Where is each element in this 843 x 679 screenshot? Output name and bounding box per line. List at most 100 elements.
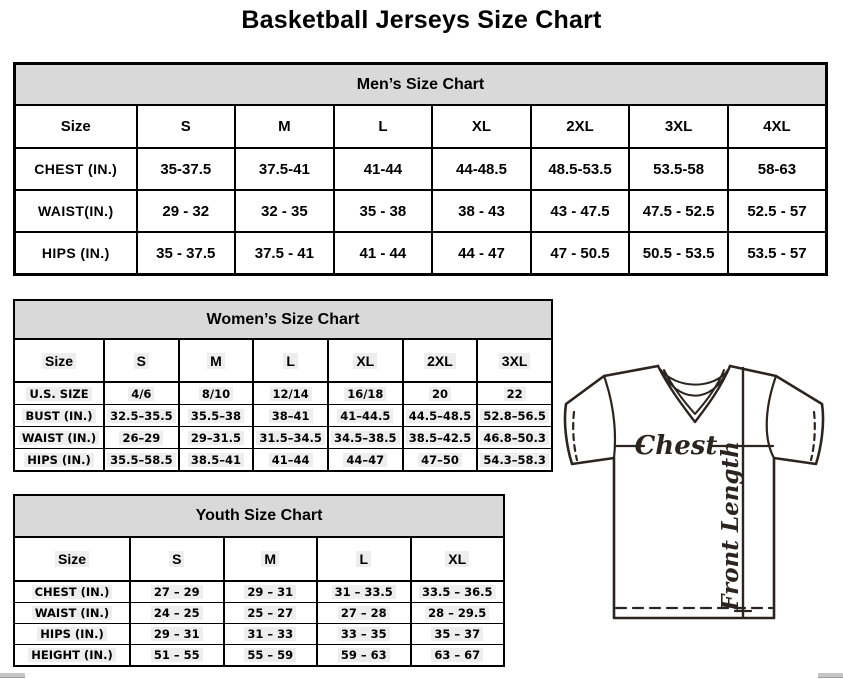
cell-text: 54.3–58.3	[480, 452, 549, 467]
table-cell: 34.5–38.5	[326, 426, 404, 449]
table-cell: 16/18	[326, 381, 404, 405]
cell-text: 31 – 33	[244, 627, 297, 641]
womens-chart-title: Women’s Size Chart	[13, 299, 553, 340]
womens-size-col-s: S	[103, 338, 180, 383]
cell-text: 22	[503, 386, 526, 401]
cell-text: 55 – 59	[244, 648, 297, 662]
right-cuff-dashed-line	[809, 410, 816, 462]
right-armhole-seam	[765, 374, 778, 460]
mens-chest-row: CHEST (IN.) 35-37.5 37.5-41 41-44 44-48.…	[13, 147, 828, 191]
womens-size-col-xl: XL	[326, 338, 404, 383]
mens-size-col-3xl: 3XL	[628, 104, 729, 149]
mens-size-col-s: S	[135, 104, 237, 149]
cell-text: 35 – 37	[431, 627, 484, 641]
table-cell: 31 – 33	[222, 623, 318, 645]
table-cell: 35 - 37.5	[135, 231, 237, 276]
mens-hips-row: HIPS (IN.) 35 - 37.5 37.5 - 41 41 - 44 4…	[13, 231, 828, 276]
hscroll-fragment-right[interactable]	[818, 673, 843, 678]
womens-us-size-row: U.S. SIZE 4/6 8/10 12/14 16/18 20 22	[13, 381, 553, 405]
page-title: Basketball Jerseys Size Chart	[241, 6, 602, 34]
cell-text: 32.5–35.5	[107, 408, 176, 423]
table-cell: 44 - 47	[431, 231, 532, 276]
table-cell: 37.5 - 41	[234, 231, 335, 276]
cell-text: 25 – 27	[244, 606, 297, 620]
cell-text: WAIST (IN.)	[18, 430, 100, 445]
cell-text: L	[283, 352, 298, 369]
table-cell: 38.5–42.5	[401, 426, 479, 449]
table-cell: 50.5 - 53.5	[628, 231, 729, 276]
cell-text: 47–50	[418, 452, 462, 467]
cell-text: 2XL	[424, 352, 456, 369]
table-cell: 53.5-58	[628, 147, 729, 191]
front-length-label: Front Length	[717, 441, 744, 612]
row-label: HEIGHT (IN.)	[13, 644, 131, 667]
table-cell: 52.8–56.5	[476, 404, 553, 427]
womens-size-col-l: L	[252, 338, 329, 383]
table-cell: 41–44.5	[326, 404, 404, 427]
cell-text: 35.5–38	[187, 408, 245, 423]
cell-text: 52.8–56.5	[480, 408, 549, 423]
table-cell: 59 – 63	[316, 644, 412, 667]
table-cell: 35 - 38	[332, 189, 434, 233]
cell-text: 8/10	[198, 386, 234, 401]
cell-text: 27 – 28	[337, 606, 390, 620]
womens-size-chart-table: Women’s Size Chart Size S M L XL 2XL 3XL…	[13, 299, 553, 472]
table-cell: 31.5–34.5	[252, 426, 329, 449]
table-cell: 29–31.5	[177, 426, 255, 449]
table-cell: 54.3–58.3	[476, 448, 553, 472]
table-cell: 47.5 - 52.5	[628, 189, 729, 233]
mens-size-chart-table: Men’s Size Chart Size S M L XL 2XL 3XL 4…	[13, 62, 828, 276]
cell-text: 34.5–38.5	[331, 430, 400, 445]
womens-hips-row: HIPS (IN.) 35.5–58.5 38.5–41 41–44 44–47…	[13, 448, 553, 472]
table-cell: 35-37.5	[135, 147, 237, 191]
row-label: CHEST (IN.)	[13, 580, 131, 603]
row-label: U.S. SIZE	[13, 381, 105, 405]
jersey-outline	[563, 364, 825, 620]
table-cell: 55 – 59	[222, 644, 318, 667]
cell-text: 33 – 35	[337, 627, 390, 641]
cell-text: 38–41	[268, 408, 313, 423]
mens-size-corner-label: Size	[13, 104, 138, 149]
youth-size-col-l: L	[316, 536, 412, 582]
mens-waist-row: WAIST(IN.) 29 - 32 32 - 35 35 - 38 38 - …	[13, 189, 828, 233]
table-cell: 22	[476, 381, 553, 405]
mens-size-col-xl: XL	[431, 104, 532, 149]
cell-text: XL	[445, 551, 470, 567]
mens-size-col-m: M	[234, 104, 335, 149]
cell-text: 35.5–58.5	[107, 452, 176, 467]
table-cell: 4/6	[103, 381, 180, 405]
collar-outer-v	[656, 364, 732, 424]
row-label: WAIST(IN.)	[13, 189, 138, 233]
left-cuff-dashed-line	[572, 410, 579, 462]
table-cell: 44-48.5	[431, 147, 532, 191]
cell-text: CHEST (IN.)	[31, 585, 113, 599]
row-label: HIPS (IN.)	[13, 231, 138, 276]
table-cell: 24 – 25	[129, 602, 225, 624]
hscroll-fragment-left[interactable]	[0, 673, 25, 678]
collar-back-arc-1	[658, 367, 730, 386]
table-cell: 26–29	[103, 426, 180, 449]
cell-text: 51 – 55	[150, 648, 203, 662]
cell-text: 24 – 25	[150, 606, 203, 620]
table-cell: 35.5–58.5	[103, 448, 180, 472]
cell-text: 4/6	[128, 386, 155, 401]
cell-text: HIPS (IN.)	[24, 452, 94, 467]
table-cell: 47 - 50.5	[529, 231, 631, 276]
womens-size-corner-label: Size	[13, 338, 105, 383]
youth-waist-row: WAIST (IN.) 24 – 25 25 – 27 27 – 28 28 –…	[13, 602, 505, 624]
mens-chart-title: Men’s Size Chart	[13, 62, 828, 106]
table-cell: 52.5 - 57	[726, 189, 828, 233]
mens-size-col-l: L	[332, 104, 434, 149]
cell-text: 27 – 29	[150, 585, 203, 599]
table-cell: 27 – 28	[316, 602, 412, 624]
cell-text: 29 – 31	[244, 585, 297, 599]
collar-back-arc-2	[660, 369, 728, 397]
table-cell: 31 – 33.5	[316, 580, 412, 603]
cell-text: 26–29	[119, 430, 164, 445]
youth-size-col-xl: XL	[409, 536, 505, 582]
table-cell: 32.5–35.5	[103, 404, 180, 427]
cell-text: M	[207, 352, 225, 369]
youth-size-col-s: S	[129, 536, 225, 582]
cell-text: WAIST (IN.)	[31, 606, 113, 620]
